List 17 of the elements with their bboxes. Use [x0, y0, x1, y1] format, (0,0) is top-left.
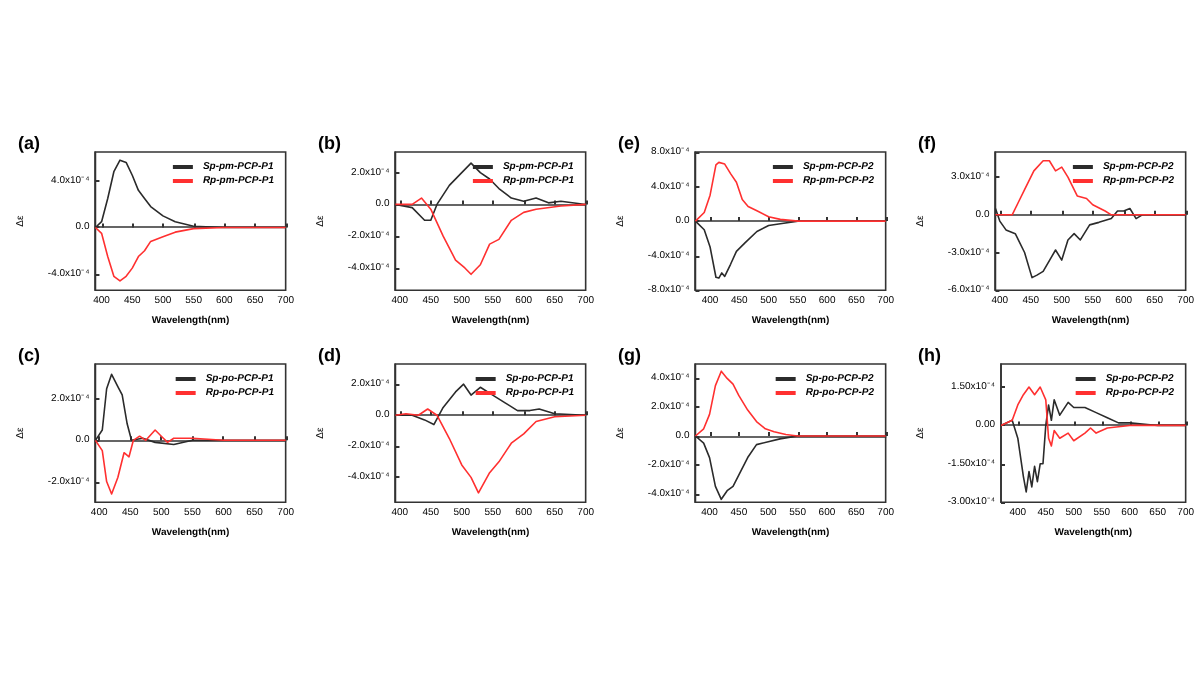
line-series [994, 159, 1187, 216]
line-series [1000, 386, 1187, 447]
line-series [394, 383, 587, 426]
line-series [394, 408, 587, 494]
line-series [94, 429, 287, 495]
chart-title: (c) [18, 345, 40, 365]
chart-title: (e) [618, 133, 640, 153]
chart-title: (b) [318, 133, 341, 153]
chart-title: (h) [918, 345, 941, 365]
line-series [394, 197, 587, 276]
line-series [94, 226, 287, 282]
chart-title: (a) [18, 133, 40, 153]
line-series [694, 161, 887, 222]
line-series [694, 370, 887, 437]
chart-title: (d) [318, 345, 341, 365]
chart-title: (f) [918, 133, 936, 153]
chart-title: (g) [618, 345, 641, 365]
